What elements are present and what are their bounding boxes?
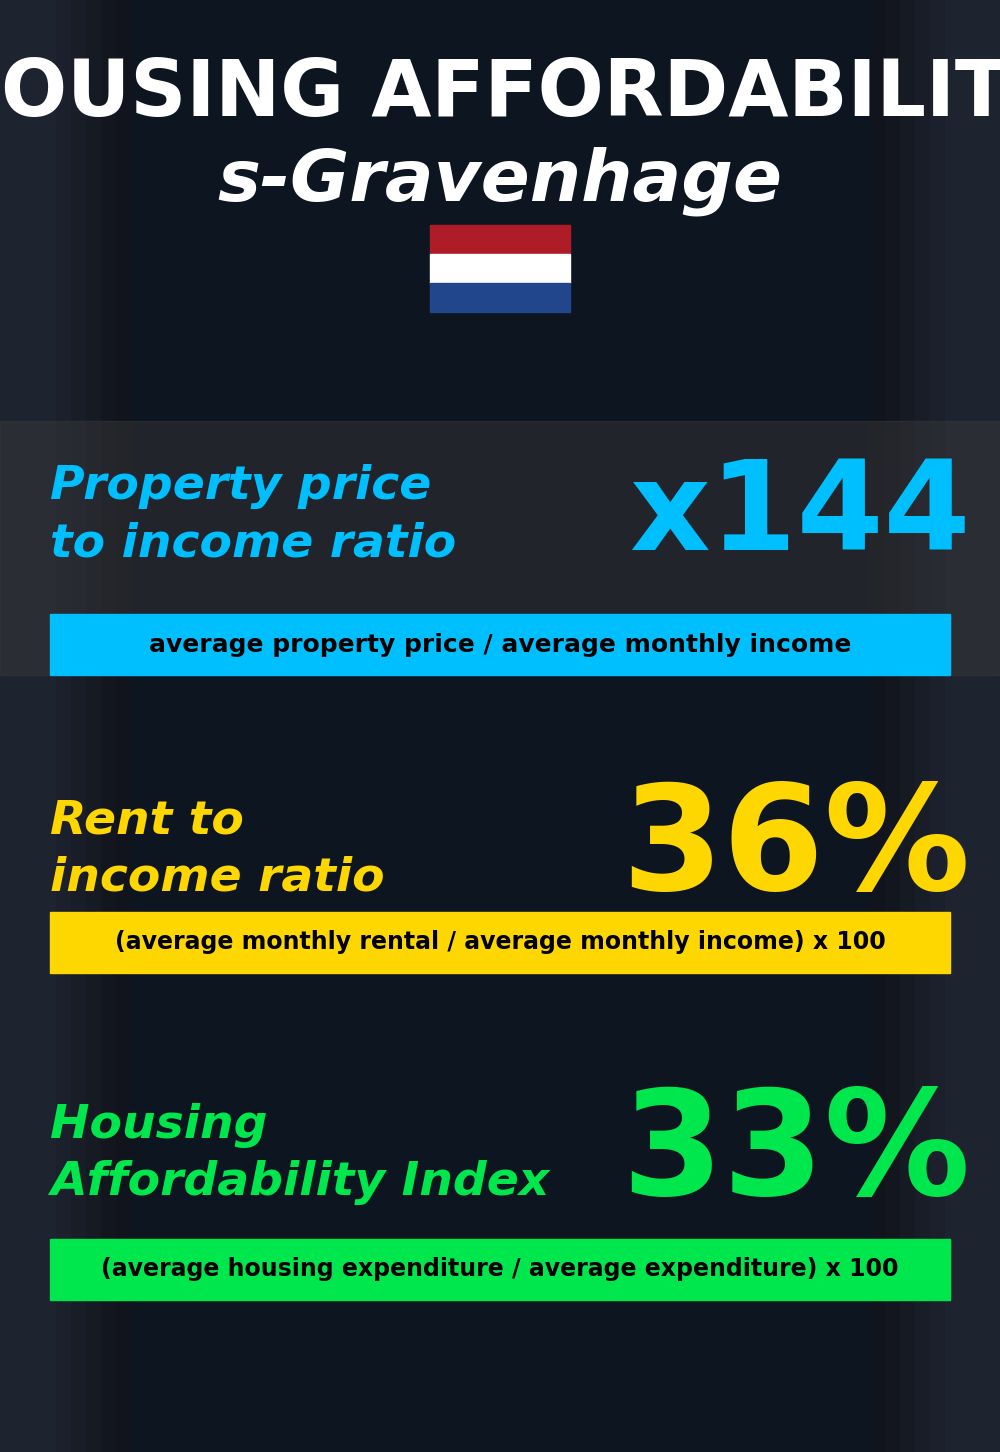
Bar [50, 1239, 950, 1300]
Bar [50, 912, 950, 973]
Bar [900, 0, 1000, 1452]
Bar [430, 225, 570, 254]
Bar [945, 0, 1000, 1452]
Bar [0, 0, 85, 1452]
Bar [0, 0, 55, 1452]
Text: HOUSING AFFORDABILITY: HOUSING AFFORDABILITY [0, 57, 1000, 132]
Text: Housing
Affordability Index: Housing Affordability Index [50, 1104, 549, 1205]
Bar [930, 0, 1000, 1452]
Text: 33%: 33% [621, 1083, 970, 1225]
Bar [0, 0, 130, 1452]
Bar [0, 0, 100, 1452]
Text: Property price
to income ratio: Property price to income ratio [50, 465, 456, 566]
Bar [915, 0, 1000, 1452]
Text: average property price / average monthly income: average property price / average monthly… [149, 633, 851, 656]
Text: (average monthly rental / average monthly income) x 100: (average monthly rental / average monthl… [115, 931, 885, 954]
Bar [430, 283, 570, 312]
Bar [0, 421, 1000, 675]
Text: s-Gravenhage: s-Gravenhage [218, 147, 782, 216]
Text: (average housing expenditure / average expenditure) x 100: (average housing expenditure / average e… [101, 1257, 899, 1281]
Bar [430, 254, 570, 283]
Bar [885, 0, 1000, 1452]
Text: x144: x144 [629, 454, 970, 576]
Bar [0, 0, 115, 1452]
Bar [870, 0, 1000, 1452]
Bar [0, 0, 70, 1452]
Text: Rent to
income ratio: Rent to income ratio [50, 799, 385, 900]
Text: 36%: 36% [621, 778, 970, 921]
Bar [50, 614, 950, 675]
